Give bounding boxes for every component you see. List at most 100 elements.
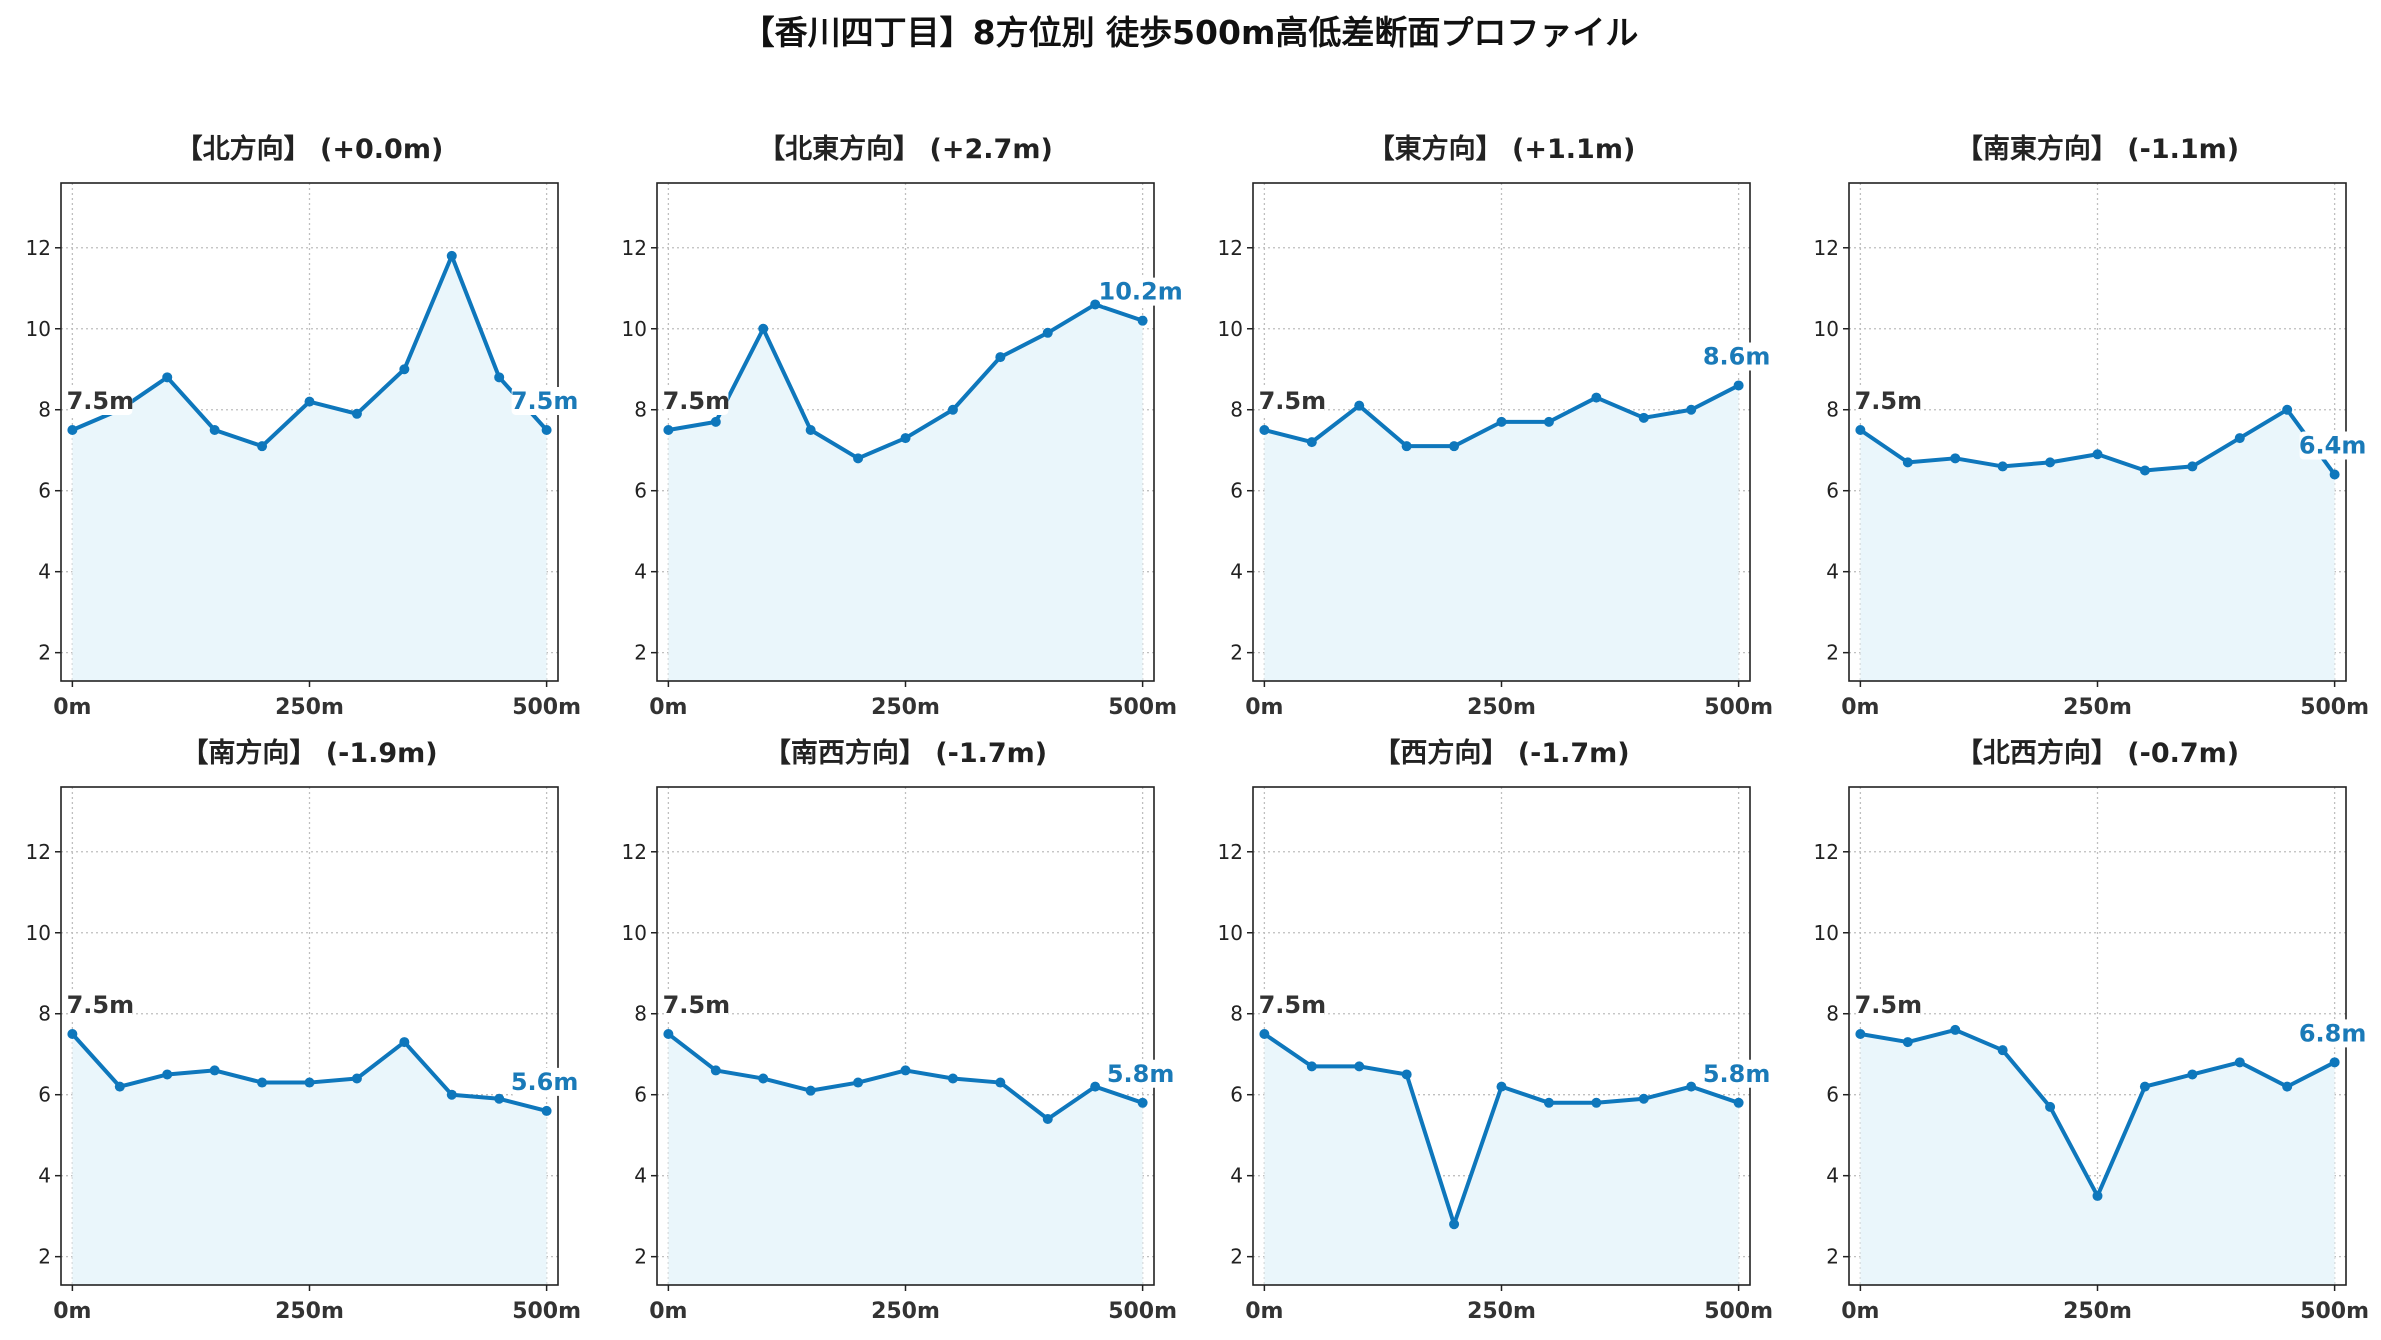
panel-title: 【北方向】 (+0.0m) — [176, 133, 444, 165]
panel-title: 【東方向】 (+1.1m) — [1368, 133, 1636, 165]
data-point — [399, 364, 410, 375]
data-point — [1950, 1024, 1961, 1035]
data-point — [1733, 1097, 1744, 1108]
profile-panel: 【北方向】 (+0.0m) 2 4 6 8 10 12 0m 250m 500m 7.5m 7.5m — [26, 133, 582, 720]
data-point — [257, 441, 268, 452]
y-tick-label: 12 — [622, 840, 647, 864]
x-tick-label: 0m — [53, 695, 91, 720]
data-point — [710, 416, 721, 427]
area-fill — [1264, 385, 1739, 681]
data-point — [1591, 392, 1602, 403]
y-tick-label: 12 — [622, 236, 647, 260]
data-point — [1855, 1028, 1866, 1039]
profile-panel: 【西方向】 (-1.7m) 2 4 6 8 10 12 0m 250m 500m 7.5m 5.8m — [1218, 737, 1774, 1324]
data-point — [853, 1077, 864, 1088]
y-tick-label: 2 — [1826, 1245, 1839, 1269]
start-label-box — [1260, 990, 1325, 1019]
x-tick-label: 0m — [649, 695, 687, 720]
x-tick-label: 250m — [275, 1299, 344, 1324]
data-point — [1950, 453, 1961, 464]
y-tick-label: 8 — [1230, 398, 1243, 422]
end-label-box — [2299, 1019, 2366, 1048]
data-point — [541, 1105, 552, 1116]
data-point — [1306, 1061, 1317, 1072]
data-point — [947, 1073, 958, 1084]
end-label-box — [2299, 431, 2366, 460]
data-point — [710, 1065, 721, 1076]
data-point — [162, 372, 173, 383]
end-label-box — [1100, 277, 1181, 306]
y-tick-label: 12 — [1218, 840, 1243, 864]
start-label-box — [68, 990, 133, 1019]
x-tick-label: 0m — [53, 1299, 91, 1324]
y-tick-label: 4 — [1230, 560, 1243, 584]
end-elevation-label: 6.8m — [2299, 1019, 2367, 1047]
data-point — [663, 1028, 674, 1039]
data-point — [2329, 1057, 2340, 1068]
end-label-box — [1107, 1059, 1174, 1088]
data-point — [900, 1065, 911, 1076]
y-tick-label: 4 — [634, 1164, 647, 1188]
y-tick-label: 4 — [1826, 1164, 1839, 1188]
y-tick-label: 8 — [634, 1002, 647, 1026]
y-tick-label: 4 — [38, 1164, 51, 1188]
end-label-box — [1703, 1059, 1770, 1088]
x-tick-label: 500m — [1704, 695, 1773, 720]
data-point — [1902, 1037, 1913, 1048]
profile-panel: 【東方向】 (+1.1m) 2 4 6 8 10 12 0m 250m 500m 7.5m 8.6m — [1218, 133, 1774, 720]
data-point — [1354, 400, 1365, 411]
data-point — [995, 352, 1006, 363]
data-point — [67, 1028, 78, 1039]
panel-title: 【北西方向】 (-0.7m) — [1956, 737, 2239, 769]
panel-title: 【西方向】 (-1.7m) — [1373, 737, 1629, 769]
data-point — [2234, 1057, 2245, 1068]
data-point — [1306, 437, 1317, 448]
data-point — [1733, 380, 1744, 391]
data-point — [1449, 441, 1460, 452]
area-fill — [72, 1033, 547, 1285]
x-tick-label: 500m — [2300, 695, 2369, 720]
y-tick-label: 6 — [634, 1083, 647, 1107]
start-elevation-label: 7.5m — [67, 991, 135, 1019]
data-point — [209, 424, 220, 435]
y-tick-label: 8 — [1826, 398, 1839, 422]
y-tick-label: 8 — [1230, 1002, 1243, 1026]
start-elevation-label: 7.5m — [1855, 387, 1923, 415]
y-tick-label: 6 — [1230, 1083, 1243, 1107]
x-tick-label: 500m — [1704, 1299, 1773, 1324]
data-point — [2045, 1101, 2056, 1112]
y-tick-label: 6 — [1230, 479, 1243, 503]
data-point — [1042, 1114, 1053, 1124]
x-tick-label: 250m — [275, 695, 344, 720]
data-point — [162, 1069, 173, 1080]
profile-panel: 【南方向】 (-1.9m) 2 4 6 8 10 12 0m 250m 500m 7.5m 5.6m — [26, 737, 582, 1324]
area-fill — [72, 255, 547, 681]
y-tick-label: 8 — [38, 398, 51, 422]
end-elevation-label: 5.8m — [1107, 1060, 1175, 1088]
end-elevation-label: 5.8m — [1703, 1060, 1771, 1088]
data-point — [1543, 416, 1554, 427]
y-tick-label: 2 — [1230, 641, 1243, 665]
x-tick-label: 500m — [1108, 695, 1177, 720]
x-tick-label: 500m — [1108, 1299, 1177, 1324]
x-tick-label: 500m — [512, 695, 581, 720]
y-tick-label: 10 — [1814, 317, 1839, 341]
y-tick-label: 8 — [634, 398, 647, 422]
data-point — [446, 250, 457, 261]
start-label-box — [1856, 990, 1921, 1019]
data-point — [1686, 1081, 1697, 1092]
start-label-box — [1260, 386, 1325, 415]
data-point — [2329, 469, 2340, 480]
data-point — [209, 1065, 220, 1076]
y-tick-label: 2 — [38, 1245, 51, 1269]
x-tick-label: 250m — [871, 1299, 940, 1324]
y-tick-label: 2 — [1826, 641, 1839, 665]
data-point — [1997, 1045, 2008, 1056]
panel-title: 【北東方向】 (+2.7m) — [758, 133, 1053, 165]
profile-panel: 【北東方向】 (+2.7m) 2 4 6 8 10 12 0m 250m 500m 7.5m 10.2… — [622, 133, 1183, 720]
data-point — [67, 424, 78, 435]
data-point — [1686, 404, 1697, 415]
y-tick-label: 2 — [1230, 1245, 1243, 1269]
data-point — [399, 1037, 410, 1048]
end-label-box — [511, 1067, 578, 1096]
